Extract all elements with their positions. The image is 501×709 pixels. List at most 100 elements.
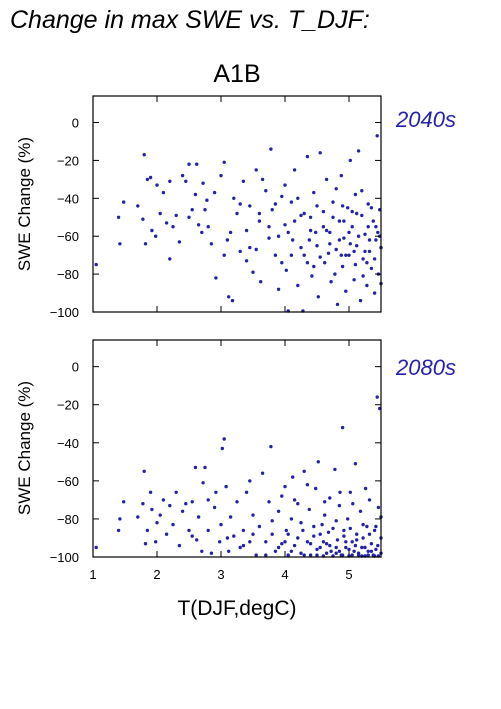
scatter-point xyxy=(286,230,290,235)
scatter-point xyxy=(363,545,367,550)
scatter-point xyxy=(248,540,252,544)
scatter-point xyxy=(177,543,182,548)
scatter-point xyxy=(116,215,121,219)
scatter-point xyxy=(326,251,331,255)
scatter-point xyxy=(302,469,306,473)
scatter-point xyxy=(168,257,172,261)
scatter-point xyxy=(344,545,348,550)
scatter-point xyxy=(307,507,311,512)
scatter-point xyxy=(366,225,370,229)
scatter-point xyxy=(339,253,343,257)
scatter-point xyxy=(222,437,226,441)
scatter-point xyxy=(241,179,246,183)
scatter-point xyxy=(355,532,359,536)
scatter-point xyxy=(312,534,316,538)
scatter-point xyxy=(235,211,239,216)
scatter-point xyxy=(257,211,262,216)
scatter-point xyxy=(206,528,210,533)
scatter-point xyxy=(372,291,377,295)
scatter-point xyxy=(337,238,342,242)
scatter-point xyxy=(180,509,185,513)
scatter-point xyxy=(360,189,364,193)
scatter-point xyxy=(367,238,372,242)
scatter-point xyxy=(374,547,378,552)
scatter-point xyxy=(361,257,365,261)
scenario-label: A1B xyxy=(213,60,260,88)
scatter-point xyxy=(305,154,310,159)
scatter-point xyxy=(329,280,333,284)
scatter-point xyxy=(355,211,359,216)
scatter-point xyxy=(280,494,284,498)
scatter-point xyxy=(296,196,300,200)
scatter-point xyxy=(305,540,310,544)
scatter-point xyxy=(244,259,249,263)
y-axis-ticks-2080s: 0 −20 −40 −60 −80 −100 xyxy=(50,360,381,565)
scatter-point xyxy=(273,549,278,553)
scatter-point xyxy=(360,545,364,550)
scatter-point xyxy=(308,228,313,233)
scatter-point xyxy=(257,219,262,223)
scatter-point xyxy=(190,500,194,504)
scatter-point xyxy=(141,502,145,506)
scatter-point xyxy=(116,528,121,533)
scatter-point xyxy=(230,298,235,303)
scatter-point xyxy=(324,542,329,546)
scatter-point xyxy=(347,547,351,552)
scatter-point xyxy=(248,245,252,250)
scatter-point xyxy=(203,208,207,212)
scatter-point xyxy=(227,549,231,553)
scatter-point xyxy=(337,549,342,553)
scatter-point xyxy=(214,276,218,280)
scatter-point xyxy=(142,153,146,157)
scatter-point xyxy=(174,490,178,494)
scatter-point xyxy=(184,179,188,183)
scatter-point xyxy=(122,500,126,504)
scatter-point xyxy=(251,532,255,536)
scatter-point xyxy=(353,543,358,548)
scatter-point xyxy=(171,522,175,527)
scatter-point xyxy=(334,545,338,550)
scatter-point xyxy=(331,526,335,531)
scatter-point xyxy=(329,549,333,553)
scatter-point xyxy=(338,490,342,494)
scatter-point xyxy=(316,460,320,464)
scatter-point xyxy=(264,540,268,544)
scatter-point xyxy=(193,465,198,470)
scatter-point xyxy=(323,500,327,504)
scatter-point xyxy=(308,542,313,546)
scatter-point xyxy=(331,200,335,204)
scatter-point xyxy=(154,540,158,544)
scatter-point xyxy=(302,553,306,557)
scatter-point xyxy=(187,215,191,219)
scatter-point xyxy=(168,179,172,183)
panel-2080s: 0 −20 −40 −60 −80 −100 1 2 3 4 5 2080s SWE Change… xyxy=(15,339,456,582)
scatter-point xyxy=(302,253,306,257)
scatter-point xyxy=(214,490,218,494)
scatter-point xyxy=(148,490,153,494)
scatter-point xyxy=(154,234,158,238)
x-axis-label: T(DJF,degC) xyxy=(177,597,296,620)
scatter-point xyxy=(283,183,287,187)
scatter-point xyxy=(259,280,263,284)
scatter-point xyxy=(283,484,287,489)
scatter-point xyxy=(264,553,268,557)
scatter-point xyxy=(248,479,252,483)
scatter-point xyxy=(276,509,281,513)
period-label-2040s: 2040s xyxy=(395,107,456,132)
scatter-point xyxy=(209,242,214,246)
scatter-point xyxy=(318,151,322,155)
scatter-point xyxy=(136,515,140,519)
y-axis-label-2080s: SWE Change (%) xyxy=(15,381,34,515)
scatter-point xyxy=(220,446,224,451)
scatter-point xyxy=(212,505,217,510)
scatter-point xyxy=(350,553,354,557)
scatter-point xyxy=(164,532,169,536)
scatter-point xyxy=(299,521,303,525)
scatter-point xyxy=(299,245,303,250)
scatter-point xyxy=(302,211,306,216)
y-tick-label: −100 xyxy=(50,305,79,320)
scatter-point xyxy=(358,509,363,513)
scatter-point xyxy=(142,469,146,473)
scatter-point xyxy=(340,425,345,430)
scatter-point xyxy=(344,540,348,544)
